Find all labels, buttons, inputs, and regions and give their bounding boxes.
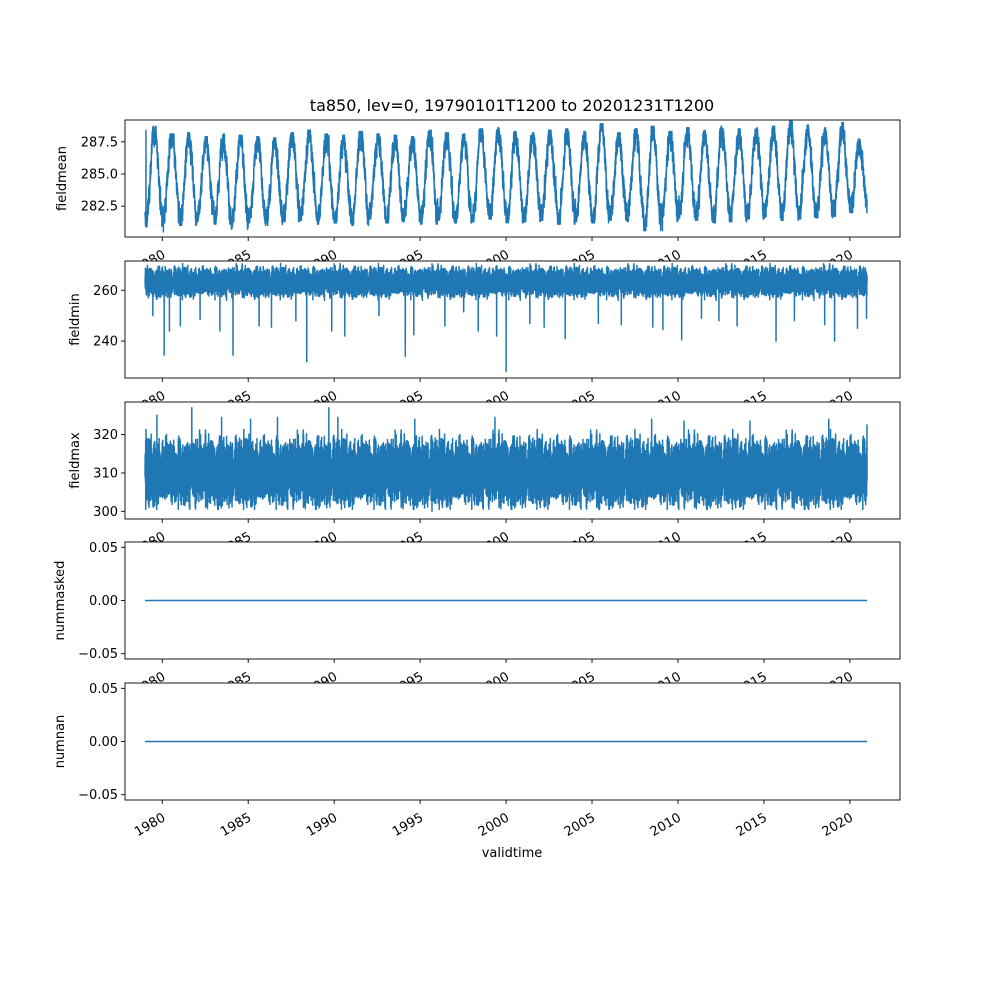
y-axis-label: numnan — [53, 715, 68, 769]
y-axis-label: fieldmax — [68, 432, 83, 489]
y-axis-label: fieldmin — [68, 293, 83, 346]
x-axis-label: validtime — [482, 846, 543, 861]
y-tick-label: 320 — [93, 428, 118, 443]
y-tick-label: 285.0 — [81, 168, 118, 183]
panel-nummasked: −0.050.000.05nummasked198019851990199520… — [53, 541, 901, 699]
y-tick-label: 287.5 — [81, 135, 118, 150]
y-tick-label: −0.05 — [78, 647, 118, 662]
y-tick-label: 310 — [93, 466, 118, 481]
y-tick-label: −0.05 — [78, 788, 118, 803]
panel-fieldmin: 240260fieldmin19801985199019952000200520… — [68, 260, 901, 418]
chart-title: ta850, lev=0, 19790101T1200 to 20201231T… — [310, 96, 714, 115]
series-line-fieldmax — [144, 407, 868, 513]
y-axis-label: fieldmean — [55, 146, 70, 211]
axes-frame — [124, 260, 901, 379]
y-tick-label: 0.05 — [89, 682, 118, 697]
y-tick-label: 0.05 — [89, 541, 118, 556]
y-tick-label: 282.5 — [81, 200, 118, 215]
y-tick-label: 0.00 — [89, 594, 118, 609]
series-line-fieldmin — [144, 262, 868, 373]
y-tick-label: 0.00 — [89, 735, 118, 750]
axes-frame — [124, 119, 901, 238]
series-line-fieldmean — [144, 120, 868, 233]
y-tick-label: 300 — [93, 505, 118, 520]
y-tick-label: 240 — [93, 335, 118, 350]
axes-frame — [124, 401, 901, 520]
y-axis-label: nummasked — [53, 561, 68, 641]
y-tick-label: 260 — [93, 284, 118, 299]
